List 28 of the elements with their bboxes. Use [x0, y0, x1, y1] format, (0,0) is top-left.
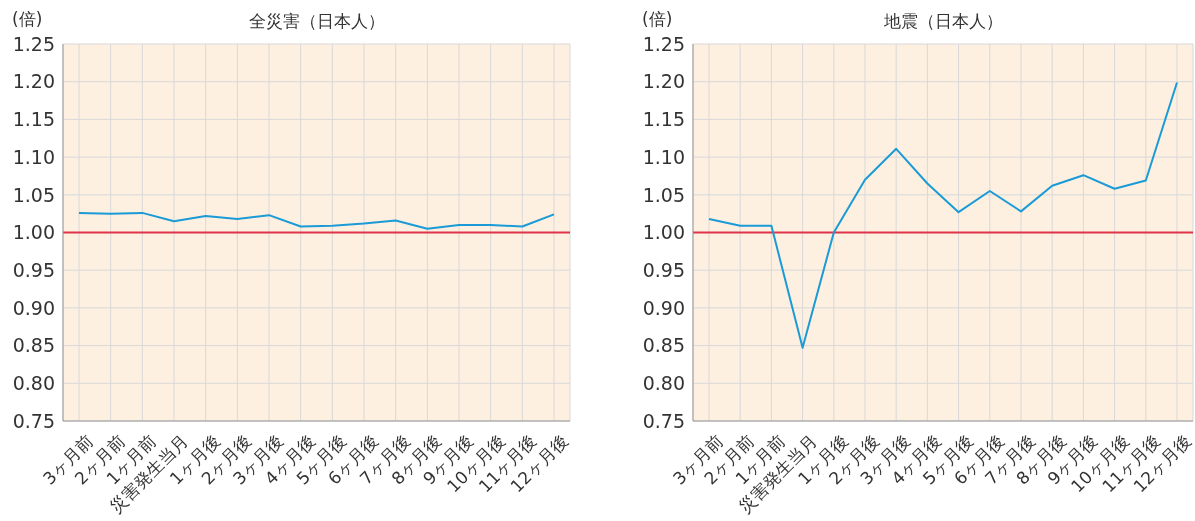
- y-tick-label: 1.05: [642, 183, 685, 206]
- y-axis-title: (倍): [642, 8, 673, 31]
- y-tick-label: 1.15: [642, 108, 685, 131]
- line-series: [78, 211, 555, 230]
- y-tick-label: 0.75: [12, 409, 55, 432]
- y-tick-label: 0.80: [642, 372, 685, 395]
- chart-title: 地震（日本人）: [882, 10, 1004, 33]
- y-tick-label: 1.15: [12, 108, 55, 131]
- y-tick-label: 0.90: [642, 296, 685, 319]
- y-tick-label: 1.10: [12, 145, 55, 168]
- y-axis-title: (倍): [12, 8, 43, 31]
- y-tick-label: 1.10: [642, 145, 685, 168]
- y-tick-label: 0.95: [12, 258, 55, 281]
- y-tick-label: 0.75: [642, 409, 685, 432]
- y-tick-label: 1.20: [642, 70, 685, 93]
- y-tick-label: 1.00: [642, 221, 685, 244]
- y-tick-label: 0.90: [12, 296, 55, 319]
- y-tick-label: 1.25: [642, 32, 685, 55]
- y-tick-label: 1.05: [12, 183, 55, 206]
- y-tick-label: 0.95: [642, 258, 685, 281]
- y-tick-label: 0.85: [12, 334, 55, 357]
- line-series: [708, 81, 1178, 349]
- y-tick-label: 1.00: [12, 221, 55, 244]
- y-tick-label: 1.25: [12, 32, 55, 55]
- y-tick-label: 0.80: [12, 372, 55, 395]
- chart-title: 全災害（日本人）: [247, 10, 386, 33]
- y-tick-label: 1.20: [12, 70, 55, 93]
- y-tick-label: 0.85: [642, 334, 685, 357]
